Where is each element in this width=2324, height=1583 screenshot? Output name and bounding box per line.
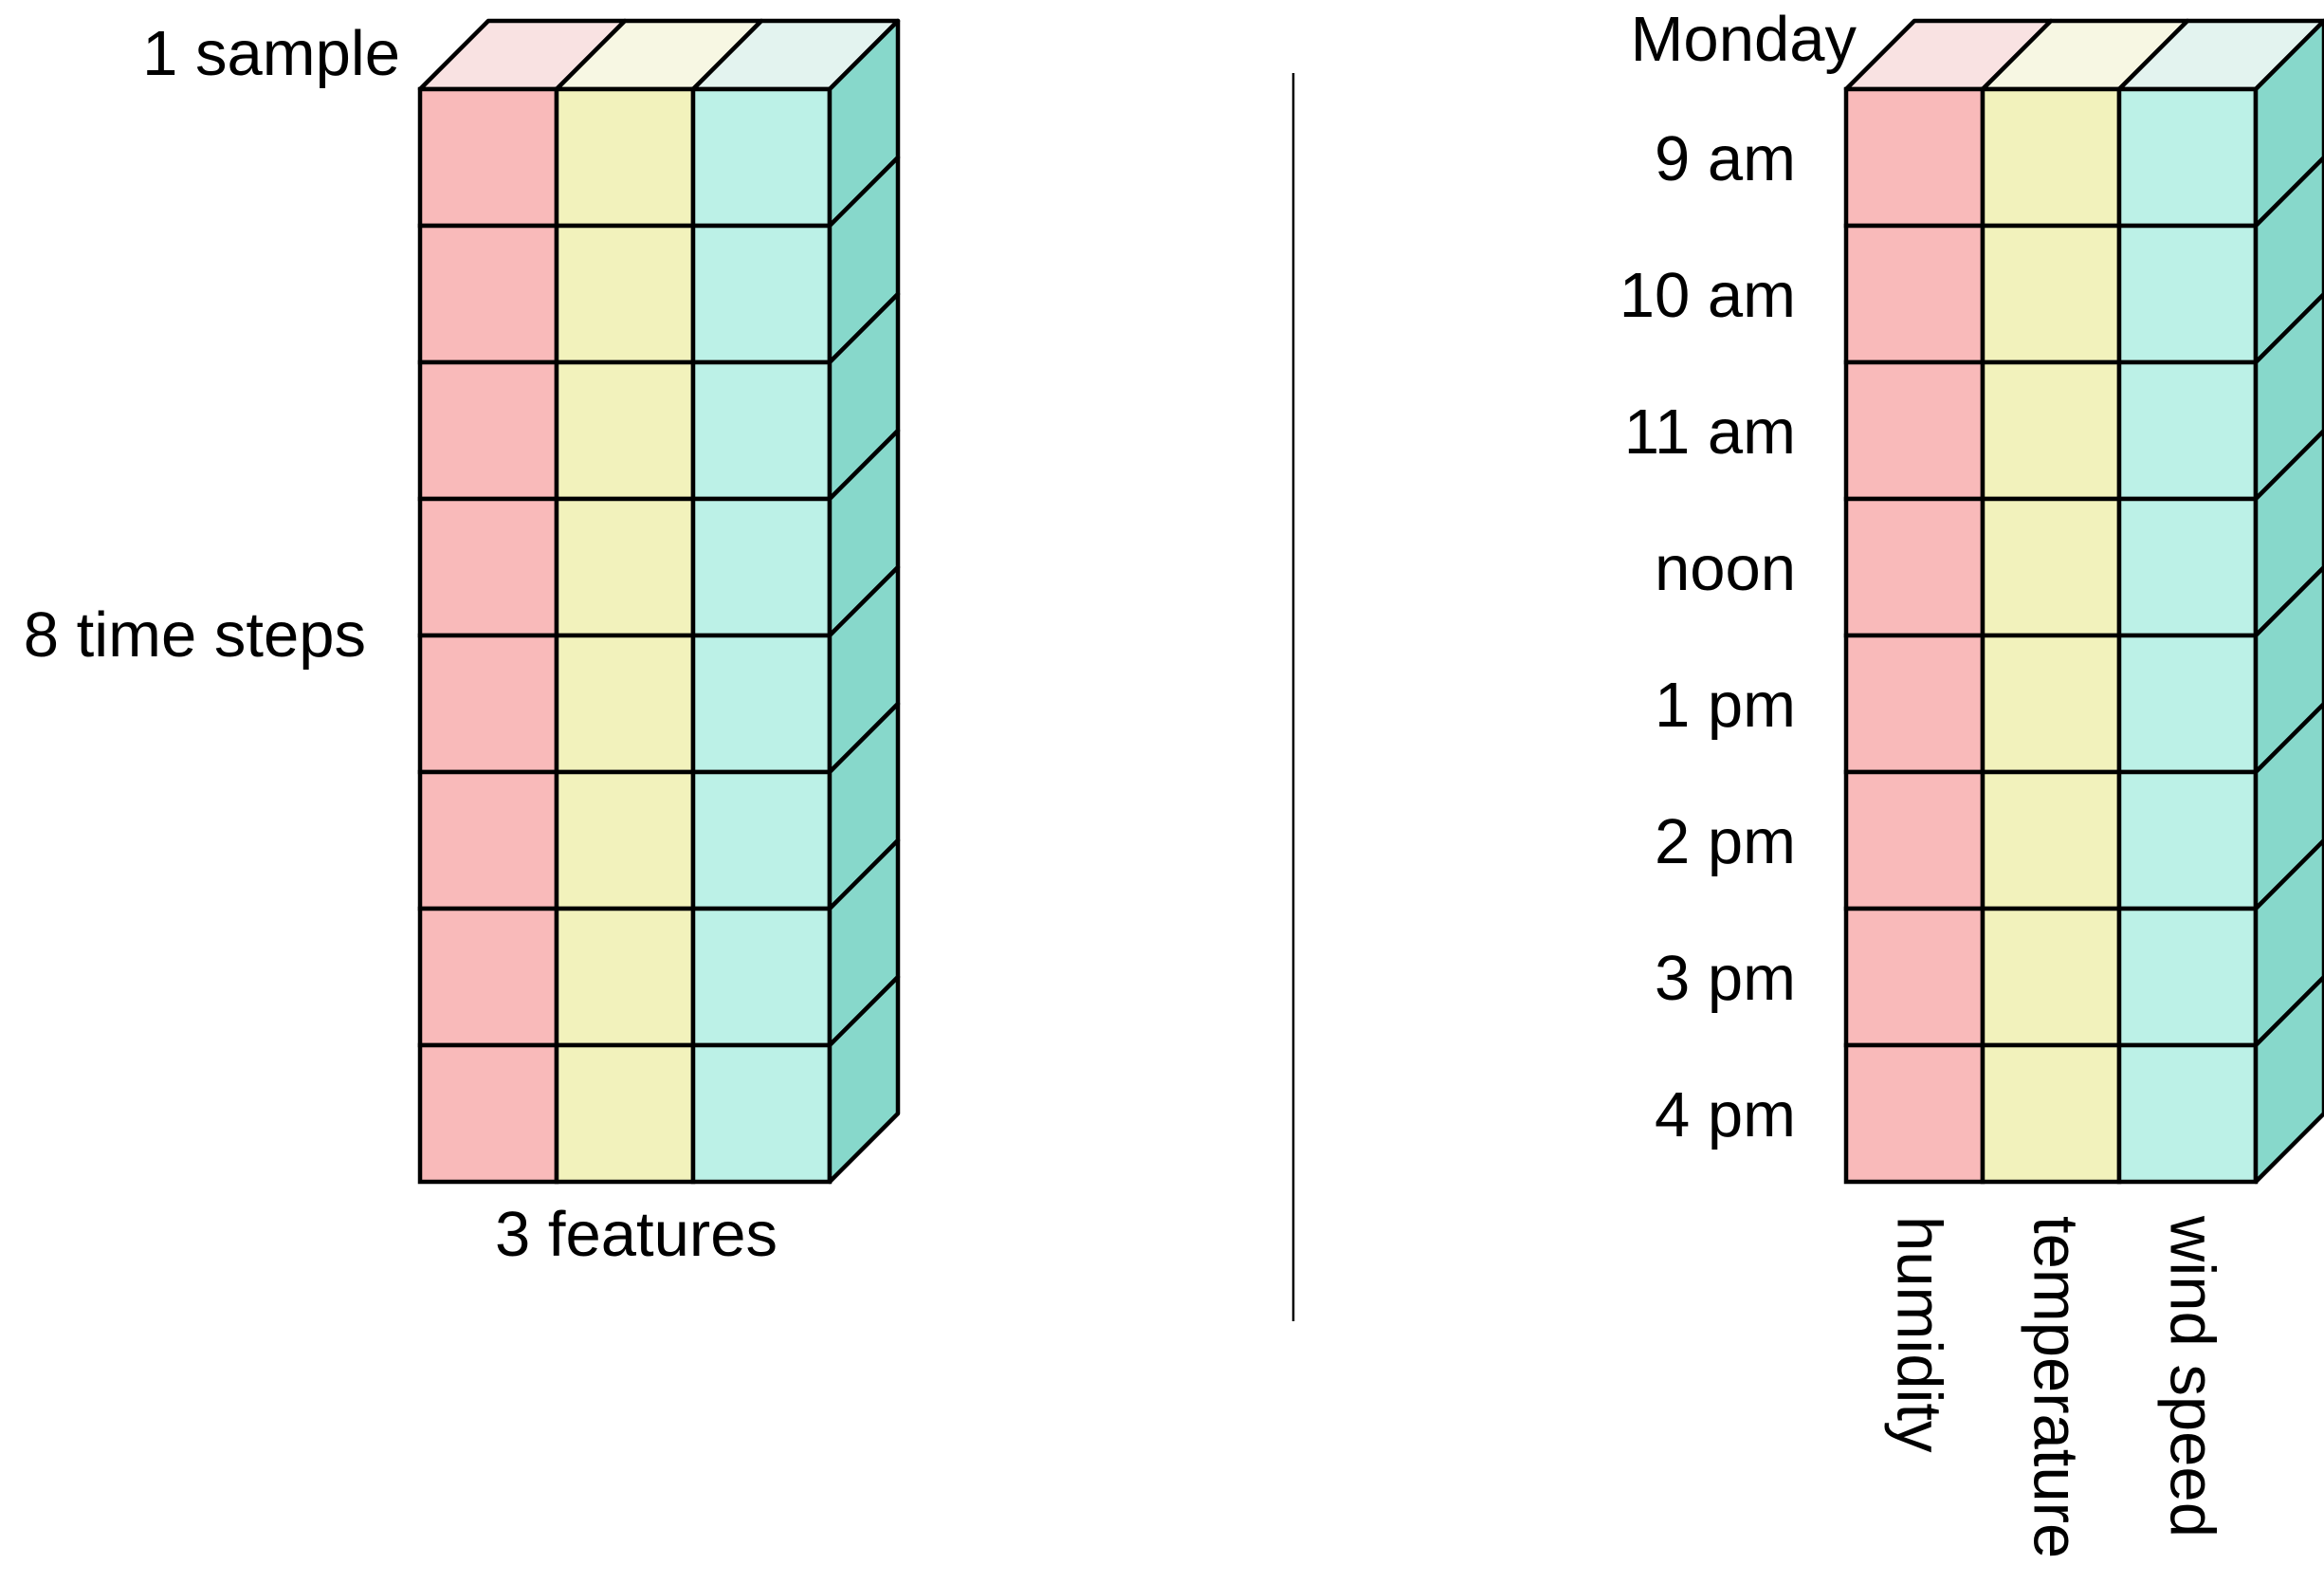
left-block-side-face (827, 18, 901, 1185)
right-front-cell (2116, 633, 2259, 775)
right-side-cell (2253, 974, 2324, 1185)
left-tensor-block (417, 18, 901, 1185)
right-front-cell (1843, 86, 1985, 229)
feature-label: wind speed (2156, 1215, 2227, 1537)
time-label: noon (1655, 533, 1796, 604)
right-block-front-face (1843, 86, 2259, 1185)
left-front-cell (554, 223, 696, 365)
right-front-cell (2116, 86, 2259, 229)
left-front-cell (417, 496, 559, 638)
left-front-cell (554, 496, 696, 638)
right-front-cell (1980, 86, 2122, 229)
right-front-cell (1980, 906, 2122, 1048)
feature-label: temperature (2020, 1216, 2091, 1558)
left-front-cell (554, 769, 696, 911)
left-side-cell (827, 974, 901, 1185)
time-labels: 9 am 10 am 11 am noon 1 pm 2 pm 3 pm 4 pm (1619, 123, 1796, 1150)
right-front-cell (1980, 359, 2122, 502)
left-front-cell (690, 1042, 833, 1185)
right-front-cell (1843, 496, 1985, 638)
time-label: 11 am (1624, 396, 1796, 468)
right-front-cell (1843, 769, 1985, 911)
right-front-cell (1843, 633, 1985, 775)
left-front-cell (417, 359, 559, 502)
left-front-cell (690, 223, 833, 365)
left-front-cell (417, 906, 559, 1048)
left-front-cell (554, 906, 696, 1048)
left-front-cell (690, 633, 833, 775)
right-front-cell (2116, 769, 2259, 911)
right-front-cell (2116, 359, 2259, 502)
left-front-cell (690, 359, 833, 502)
right-front-cell (1843, 223, 1985, 365)
right-front-cell (2116, 1042, 2259, 1185)
left-front-cell (690, 86, 833, 229)
time-label: 9 am (1655, 123, 1796, 194)
right-front-cell (1843, 906, 1985, 1048)
left-front-cell (554, 359, 696, 502)
right-front-cell (2116, 496, 2259, 638)
right-block-top-face (1843, 18, 2324, 92)
right-block-side-face (2253, 18, 2324, 1185)
left-block-front-face (417, 86, 833, 1185)
left-front-cell (417, 1042, 559, 1185)
left-front-cell (554, 86, 696, 229)
right-front-cell (2116, 906, 2259, 1048)
left-front-cell (417, 86, 559, 229)
left-front-cell (417, 769, 559, 911)
left-front-cell (554, 633, 696, 775)
left-front-cell (554, 1042, 696, 1185)
right-front-cell (1980, 496, 2122, 638)
feature-labels: humidity temperature wind speed (1883, 1215, 2227, 1558)
left-front-cell (690, 769, 833, 911)
day-label: Monday (1631, 4, 1857, 75)
left-front-cell (690, 496, 833, 638)
sample-label: 1 sample (142, 18, 400, 89)
time-label: 4 pm (1655, 1079, 1796, 1150)
right-front-cell (1843, 359, 1985, 502)
timesteps-label: 8 time steps (24, 599, 366, 671)
left-front-cell (417, 633, 559, 775)
right-front-cell (1980, 633, 2122, 775)
right-front-cell (1980, 1042, 2122, 1185)
right-front-cell (1980, 223, 2122, 365)
feature-label: humidity (1883, 1216, 1954, 1453)
right-tensor-block (1843, 18, 2324, 1185)
left-front-cell (417, 223, 559, 365)
time-label: 1 pm (1655, 670, 1796, 741)
time-label: 3 pm (1655, 943, 1796, 1014)
right-front-cell (2116, 223, 2259, 365)
time-label: 10 am (1619, 260, 1796, 331)
right-front-cell (1980, 769, 2122, 911)
time-label: 2 pm (1655, 806, 1796, 877)
left-block-top-face (417, 18, 901, 92)
left-front-cell (690, 906, 833, 1048)
features-label: 3 features (495, 1199, 778, 1270)
right-front-cell (1843, 1042, 1985, 1185)
